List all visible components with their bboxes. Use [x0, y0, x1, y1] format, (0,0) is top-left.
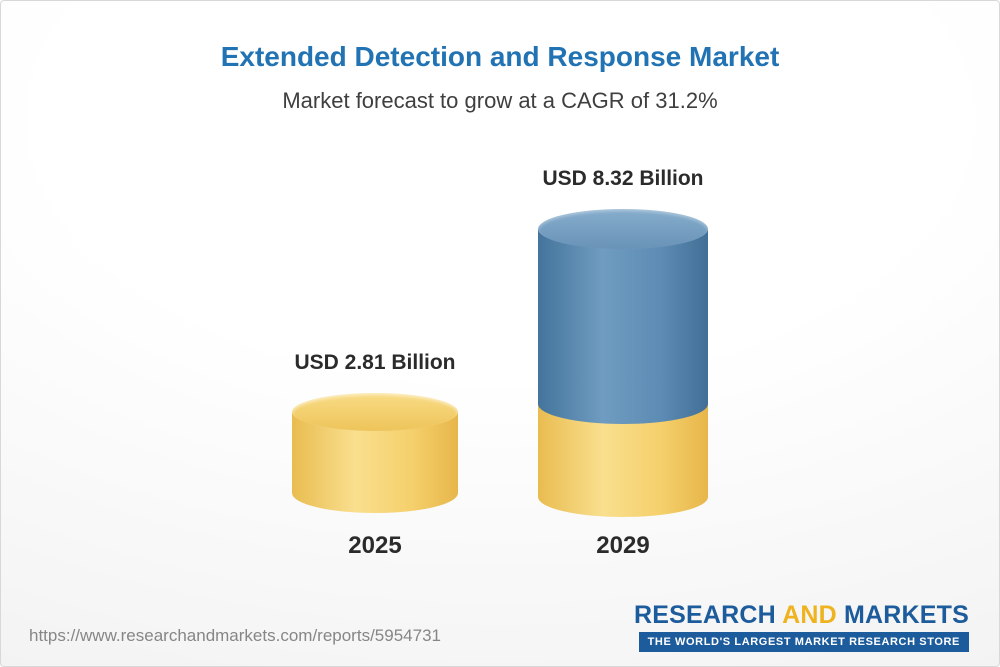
bar-2029-cylinder	[538, 209, 708, 517]
bar-2025-cylinder	[292, 393, 458, 513]
value-label-2025: USD 2.81 Billion	[294, 351, 456, 374]
report-url-link[interactable]: https://www.researchandmarkets.com/repor…	[29, 626, 441, 645]
logo-wordmark: RESEARCH AND MARKETS	[633, 600, 969, 630]
logo-tagline: THE WORLD'S LARGEST MARKET RESEARCH STOR…	[638, 632, 969, 652]
axis-label-2029: 2029	[596, 532, 650, 559]
logo-word-research: RESEARCH	[633, 600, 776, 629]
page-title: Extended Detection and Response Market	[220, 41, 780, 72]
logo-word-and: AND	[782, 600, 837, 629]
axis-label-2025: 2025	[348, 532, 402, 559]
bar-2029-top-ellipse	[538, 209, 708, 249]
bar-2025-top-ellipse	[292, 393, 458, 431]
bar-2029-growth-segment	[538, 229, 708, 424]
research-and-markets-logo: RESEARCH AND MARKETS THE WORLD'S LARGEST…	[633, 600, 969, 652]
value-label-2029: USD 8.32 Billion	[542, 167, 704, 190]
logo-word-markets: MARKETS	[843, 600, 969, 629]
page-subtitle: Market forecast to grow at a CAGR of 31.…	[282, 88, 718, 113]
